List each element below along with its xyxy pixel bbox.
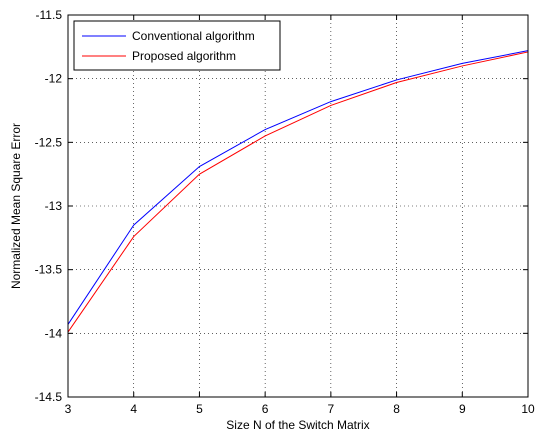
y-tick-label: -14.5	[35, 390, 63, 404]
x-tick-label: 4	[130, 402, 137, 416]
ticks	[67, 14, 529, 398]
x-axis-label: Size N of the Switch Matrix	[226, 418, 369, 432]
x-tick-label: 10	[521, 402, 535, 416]
grid	[68, 15, 528, 397]
y-tick-label: -14	[45, 326, 63, 340]
x-tick-label: 5	[196, 402, 203, 416]
y-tick-label: -13	[45, 199, 63, 213]
y-tick-label: -11.5	[36, 8, 63, 22]
tick-labels: 3 4 5 6 7 8 9 10 -11.5 -12 -12.5 -13 -13.5 -14 -14.5	[35, 8, 535, 416]
x-tick-label: 3	[65, 402, 72, 416]
series-line-conventional	[67, 50, 529, 325]
legend-label-conventional: Conventional algorithm	[132, 29, 255, 43]
x-tick-label: 9	[459, 402, 466, 416]
y-tick-label: -12	[45, 72, 63, 86]
legend: Conventional algorithm Proposed algorith…	[73, 20, 281, 71]
x-tick-label: 7	[328, 402, 335, 416]
y-tick-label: -12.5	[35, 135, 63, 149]
legend-label-proposed: Proposed algorithm	[132, 49, 236, 63]
series-line-proposed	[67, 51, 529, 333]
series-group	[67, 50, 529, 333]
x-tick-label: 8	[393, 402, 400, 416]
y-tick-label: -13.5	[35, 263, 63, 277]
legend-box	[73, 20, 281, 71]
y-axis-label: Normalized Mean Square Error	[9, 123, 23, 289]
x-tick-label: 6	[262, 402, 269, 416]
